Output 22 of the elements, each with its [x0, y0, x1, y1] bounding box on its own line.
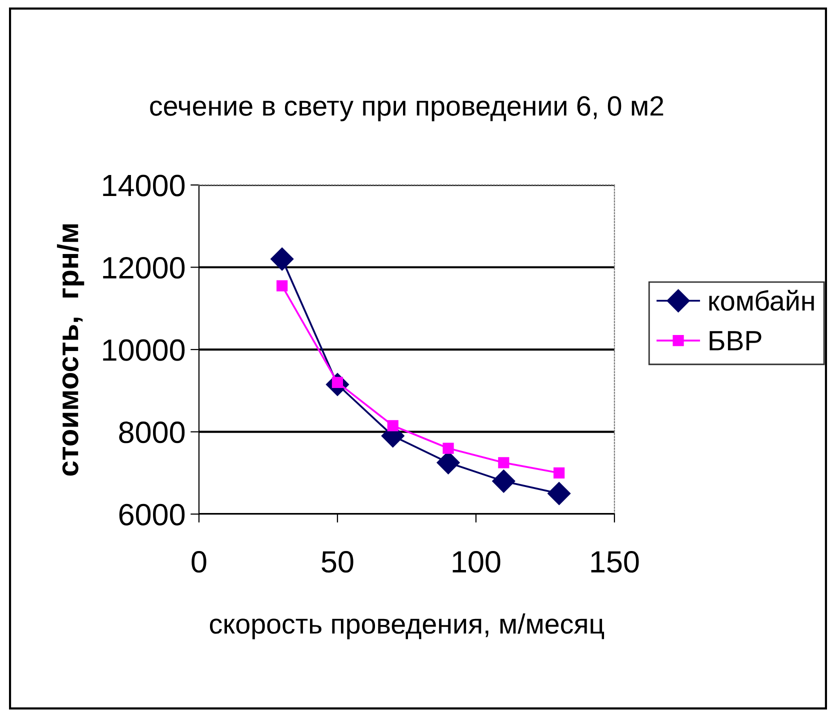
point: [276, 280, 288, 292]
legend-label: БВР: [710, 331, 762, 350]
y-tick-label: 8000: [119, 422, 185, 444]
point: [492, 470, 516, 493]
y-tick-label: 12000: [103, 256, 185, 279]
y-tick-label: 14000: [103, 174, 185, 196]
point: [270, 248, 294, 271]
point: [498, 457, 510, 468]
x-axis-title: скорость проведения, м/месяц: [210, 613, 604, 640]
y-tick-label: 6000: [119, 504, 185, 526]
chart-title: сечение в свету при проведении 6, 0 м2: [150, 96, 664, 122]
legend-label: комбайн: [709, 290, 814, 311]
x-tick-label: 100: [452, 551, 500, 573]
point: [554, 467, 565, 479]
x-tick-label: 0: [192, 551, 206, 573]
y-axis-title: стоимость, грн/м: [56, 224, 84, 476]
point: [387, 420, 398, 432]
point: [442, 442, 454, 454]
x-tick-label: 150: [591, 551, 639, 573]
y-tick-label: 10000: [103, 339, 185, 361]
x-tick-label: 50: [322, 551, 354, 573]
point: [548, 482, 571, 506]
